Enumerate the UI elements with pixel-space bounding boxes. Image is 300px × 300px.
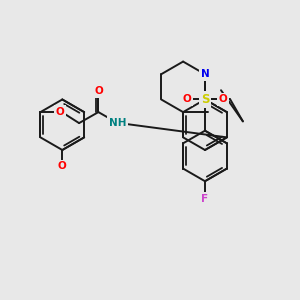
Text: F: F [201, 194, 208, 204]
Text: S: S [201, 93, 209, 106]
Text: O: O [183, 94, 191, 104]
Text: O: O [218, 94, 227, 104]
Text: N: N [201, 69, 209, 79]
Text: O: O [94, 86, 103, 96]
Text: O: O [56, 107, 64, 117]
Text: NH: NH [109, 118, 127, 128]
Text: O: O [58, 161, 67, 171]
